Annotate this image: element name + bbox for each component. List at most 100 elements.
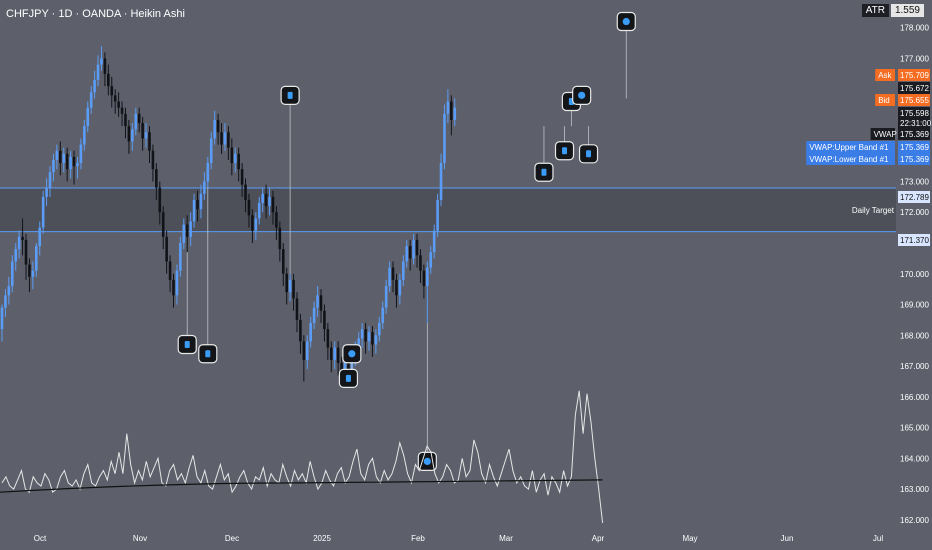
candle — [326, 329, 330, 348]
candle — [96, 64, 100, 80]
candle — [247, 199, 251, 216]
candle — [172, 279, 175, 296]
chart-title: CHFJPY · 1D · OANDA · Heikin Ashi — [6, 8, 185, 20]
candle — [450, 101, 453, 120]
y-tick-label: 163.000 — [900, 485, 929, 494]
candle — [415, 239, 419, 256]
price-tag-name-bg — [806, 153, 895, 165]
target-zone — [0, 187, 896, 232]
candle — [378, 322, 381, 336]
price-tag-value: 171.370 — [900, 236, 929, 245]
candle — [439, 163, 443, 200]
candle — [419, 255, 422, 271]
candle — [158, 187, 162, 213]
x-tick-label: Feb — [411, 534, 425, 543]
candle — [127, 126, 131, 142]
candle — [21, 236, 24, 240]
price-tag-bg — [898, 234, 930, 246]
candle — [398, 279, 402, 296]
price-tag-name: VWAP — [874, 130, 897, 139]
candle — [83, 126, 86, 145]
y-tick-label: 169.000 — [900, 301, 929, 310]
candle — [436, 199, 439, 231]
y-tick-label: 165.000 — [900, 424, 929, 433]
candle — [395, 279, 398, 296]
price-tag-name: VWAP:Lower Band #1 — [809, 155, 889, 164]
price-tag-name-bg — [806, 141, 895, 153]
candle — [7, 286, 11, 296]
candle — [268, 196, 271, 207]
price-tag-bg — [898, 117, 930, 129]
x-tick-label: Oct — [34, 534, 47, 543]
price-tag-value: 175.369 — [900, 130, 929, 139]
candle — [38, 227, 42, 247]
candle — [329, 347, 333, 360]
candle — [261, 193, 264, 204]
candle — [412, 239, 415, 259]
price-tag-value: 175.369 — [900, 155, 929, 164]
candle — [381, 307, 385, 323]
marker-dot — [184, 341, 190, 349]
x-tick-label: Dec — [225, 534, 239, 543]
candle — [79, 144, 83, 164]
marker-dot — [562, 147, 568, 155]
x-tick-label: Mar — [499, 534, 513, 543]
y-tick-label: 164.000 — [900, 454, 929, 463]
candle — [446, 101, 450, 114]
candle — [227, 132, 230, 148]
candle — [141, 123, 144, 139]
candle — [134, 113, 138, 130]
candle — [422, 270, 426, 287]
candle — [288, 279, 292, 293]
price-tag-bg — [898, 191, 930, 203]
candle — [110, 86, 114, 96]
candle — [76, 163, 79, 167]
candle — [65, 153, 69, 170]
candle — [31, 270, 35, 277]
candle — [319, 295, 323, 311]
candle — [302, 341, 306, 360]
candle — [312, 307, 316, 323]
x-tick-label: Apr — [592, 534, 605, 543]
candle — [295, 298, 299, 320]
candle — [305, 341, 309, 360]
marker-dot — [586, 150, 592, 158]
candle — [213, 119, 216, 139]
candle — [62, 153, 66, 164]
candle — [323, 310, 326, 330]
candles — [0, 11, 636, 472]
candle — [196, 199, 199, 210]
marker-dot — [622, 17, 630, 26]
candle — [216, 119, 220, 133]
price-tag-value: 175.369 — [900, 143, 929, 152]
candle — [271, 196, 275, 213]
candle — [347, 359, 350, 370]
candle — [55, 150, 59, 160]
zone-label: Daily Target — [852, 206, 895, 215]
marker-dot — [423, 457, 431, 466]
candle — [285, 273, 288, 293]
indicator-line — [1, 390, 604, 523]
candle — [35, 246, 38, 271]
candle — [405, 246, 409, 262]
candle — [233, 153, 237, 164]
candle — [165, 236, 168, 262]
candle — [120, 107, 124, 114]
candle — [223, 132, 227, 145]
candle — [432, 230, 436, 253]
candle — [45, 187, 48, 197]
y-tick-label: 172.000 — [900, 208, 929, 217]
candle — [371, 332, 374, 345]
price-tag-bg — [898, 69, 930, 81]
atr-label: ATR — [861, 4, 889, 17]
candle — [124, 113, 127, 127]
candle — [17, 236, 21, 250]
candle — [237, 153, 240, 170]
candle — [131, 129, 134, 142]
price-tag-bg — [898, 107, 930, 119]
price-tag-value: 175.709 — [900, 71, 929, 80]
candle — [179, 243, 182, 271]
atr-badge: ATR 1.559 — [861, 4, 924, 17]
candle — [48, 172, 52, 188]
